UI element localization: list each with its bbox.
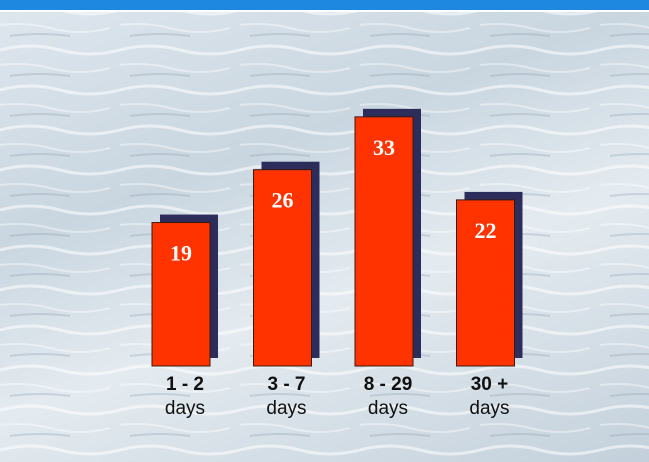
category-label: 30 + days <box>430 373 550 421</box>
value-label: 33 <box>373 135 395 160</box>
value-label: 22 <box>475 218 497 243</box>
header-rule <box>0 10 649 12</box>
header-band <box>0 0 649 10</box>
value-label: 19 <box>170 241 192 266</box>
chart: 19263322 1 - 2 days3 - 7 days8 - 29 days… <box>0 0 649 462</box>
value-label: 26 <box>272 188 294 213</box>
